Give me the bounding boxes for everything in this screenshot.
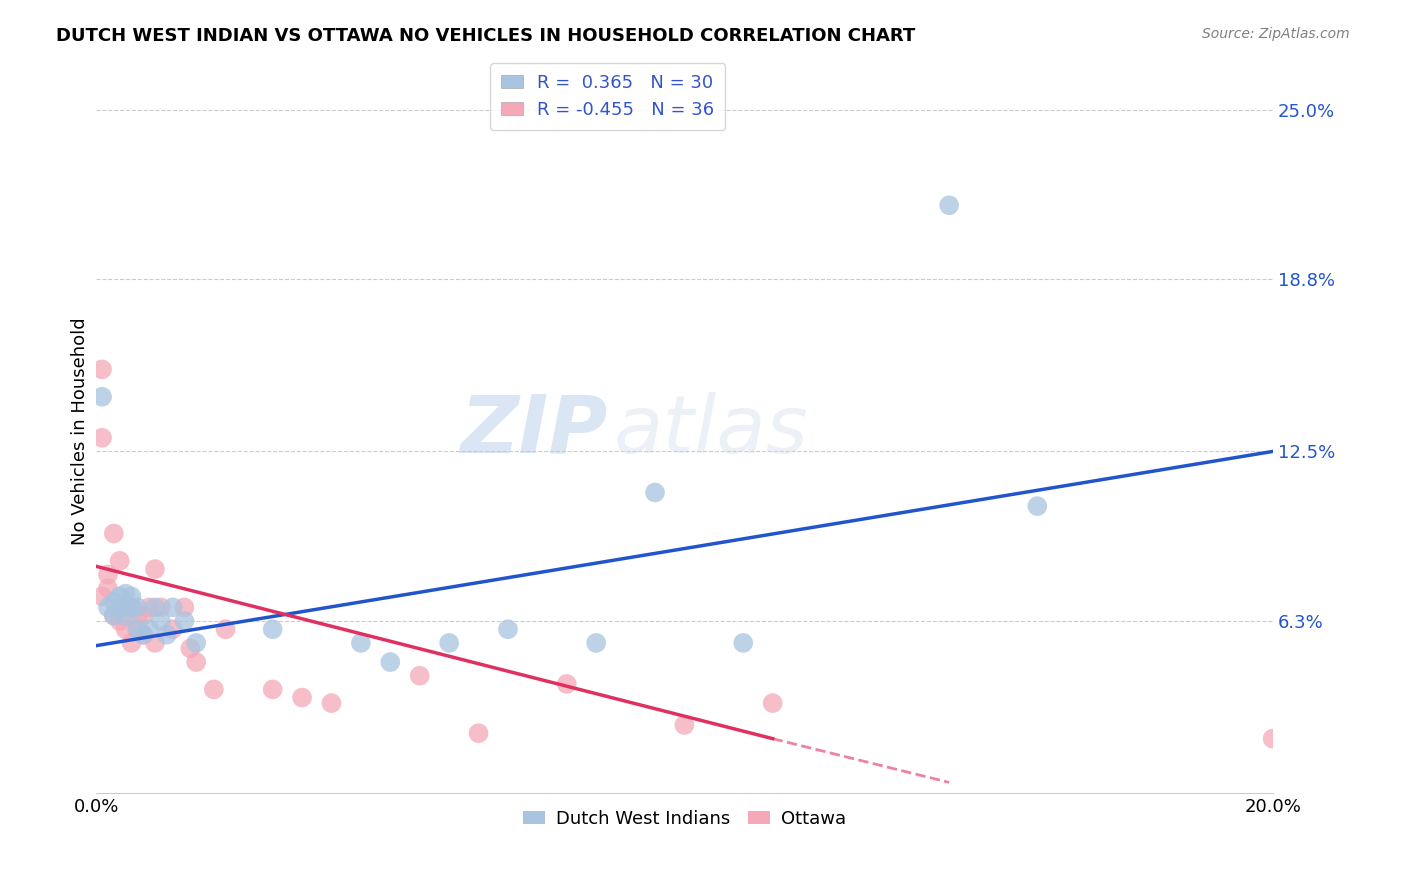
Point bbox=[409, 669, 432, 683]
Point bbox=[114, 600, 136, 615]
Point bbox=[121, 636, 143, 650]
Point bbox=[114, 608, 136, 623]
Point bbox=[121, 590, 143, 604]
Point bbox=[149, 614, 172, 628]
Point bbox=[132, 628, 155, 642]
Text: atlas: atlas bbox=[614, 392, 808, 470]
Point bbox=[127, 608, 149, 623]
Point bbox=[108, 614, 131, 628]
Point bbox=[179, 641, 201, 656]
Point bbox=[103, 608, 125, 623]
Point bbox=[186, 655, 208, 669]
Point bbox=[644, 485, 666, 500]
Point bbox=[162, 600, 184, 615]
Point bbox=[186, 636, 208, 650]
Point bbox=[938, 198, 960, 212]
Point bbox=[321, 696, 343, 710]
Point bbox=[97, 600, 120, 615]
Y-axis label: No Vehicles in Household: No Vehicles in Household bbox=[72, 318, 89, 545]
Point bbox=[350, 636, 373, 650]
Legend: Dutch West Indians, Ottawa: Dutch West Indians, Ottawa bbox=[516, 803, 853, 835]
Point bbox=[91, 431, 114, 445]
Point bbox=[173, 614, 195, 628]
Point bbox=[108, 600, 131, 615]
Point bbox=[156, 628, 179, 642]
Point bbox=[555, 677, 578, 691]
Point bbox=[121, 600, 143, 615]
Point bbox=[132, 628, 155, 642]
Point bbox=[91, 362, 114, 376]
Point bbox=[1261, 731, 1284, 746]
Point bbox=[291, 690, 314, 705]
Point bbox=[132, 608, 155, 623]
Point bbox=[127, 600, 149, 615]
Point bbox=[214, 622, 236, 636]
Point bbox=[143, 636, 166, 650]
Point bbox=[262, 622, 284, 636]
Point bbox=[138, 622, 160, 636]
Point bbox=[143, 562, 166, 576]
Point bbox=[127, 622, 149, 636]
Point bbox=[496, 622, 519, 636]
Text: ZIP: ZIP bbox=[461, 392, 607, 470]
Point bbox=[162, 622, 184, 636]
Point bbox=[114, 622, 136, 636]
Point bbox=[762, 696, 785, 710]
Point bbox=[143, 600, 166, 615]
Point bbox=[585, 636, 607, 650]
Point bbox=[91, 390, 114, 404]
Point bbox=[91, 590, 114, 604]
Text: Source: ZipAtlas.com: Source: ZipAtlas.com bbox=[1202, 27, 1350, 41]
Point bbox=[733, 636, 755, 650]
Point bbox=[262, 682, 284, 697]
Point bbox=[108, 590, 131, 604]
Point bbox=[202, 682, 225, 697]
Point bbox=[138, 600, 160, 615]
Point bbox=[173, 600, 195, 615]
Point bbox=[97, 567, 120, 582]
Point bbox=[103, 595, 125, 609]
Point bbox=[1026, 499, 1049, 513]
Point bbox=[97, 581, 120, 595]
Point bbox=[437, 636, 460, 650]
Point bbox=[380, 655, 402, 669]
Point bbox=[673, 718, 696, 732]
Point bbox=[127, 622, 149, 636]
Point bbox=[103, 608, 125, 623]
Point bbox=[114, 587, 136, 601]
Point bbox=[121, 600, 143, 615]
Point bbox=[467, 726, 489, 740]
Point bbox=[149, 600, 172, 615]
Point bbox=[108, 554, 131, 568]
Point bbox=[103, 526, 125, 541]
Text: DUTCH WEST INDIAN VS OTTAWA NO VEHICLES IN HOUSEHOLD CORRELATION CHART: DUTCH WEST INDIAN VS OTTAWA NO VEHICLES … bbox=[56, 27, 915, 45]
